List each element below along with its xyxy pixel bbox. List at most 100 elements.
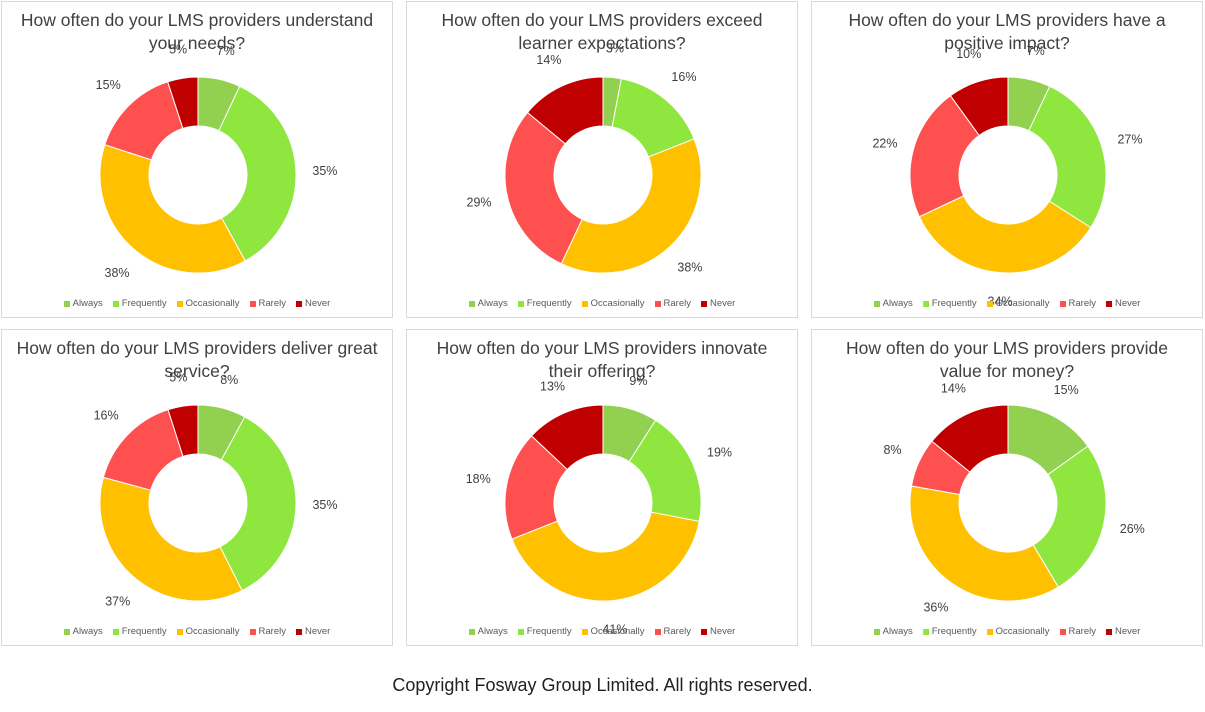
- data-label-occasionally: 38%: [105, 266, 130, 280]
- donut-slice-occasionally: [909, 485, 1060, 602]
- legend-label: Rarely: [1068, 626, 1096, 637]
- donut-slice-rarely: [909, 95, 980, 218]
- legend-label: Occasionally: [995, 298, 1050, 309]
- legend-label: Never: [709, 298, 736, 309]
- legend-item-always: Always: [873, 298, 913, 309]
- legend-item-never: Never: [700, 626, 735, 637]
- legend-swatch-occasionally: [986, 300, 993, 307]
- legend-label: Occasionally: [590, 626, 645, 637]
- legend-label: Always: [72, 298, 103, 309]
- legend-label: Frequently: [121, 626, 167, 637]
- legend-swatch-frequently: [517, 628, 524, 635]
- data-label-occasionally: 37%: [105, 594, 130, 608]
- legend-label: Frequently: [931, 298, 977, 309]
- donut-slice-never: [167, 76, 199, 130]
- legend-swatch-occasionally: [176, 628, 183, 635]
- donut-slice-occasionally: [511, 511, 700, 602]
- legend-item-never: Never: [1105, 626, 1141, 637]
- legend-label: Rarely: [258, 626, 286, 637]
- legend-item-frequently: Frequently: [112, 298, 167, 309]
- data-label-never: 5%: [169, 371, 187, 385]
- legend-label: Rarely: [663, 298, 691, 309]
- data-label-rarely: 18%: [466, 472, 491, 486]
- data-label-never: 13%: [540, 379, 565, 393]
- legend-item-rarely: Rarely: [249, 298, 286, 309]
- chart-legend: Always Frequently Occasionally Rarely Never: [812, 626, 1202, 637]
- legend-item-always: Always: [468, 298, 508, 309]
- legend-swatch-rarely: [1059, 628, 1066, 635]
- legend-item-frequently: Frequently: [112, 626, 167, 637]
- legend-label: Never: [1114, 298, 1141, 309]
- data-label-occasionally: 34%: [988, 295, 1013, 309]
- legend-swatch-rarely: [654, 628, 661, 635]
- legend-swatch-frequently: [112, 300, 119, 307]
- legend-item-never: Never: [295, 626, 331, 637]
- legend-swatch-occasionally: [986, 628, 993, 635]
- legend-swatch-never: [1105, 300, 1112, 307]
- donut-chart: 9% 19% 41% 18% 13%: [466, 374, 732, 636]
- donut-chart: 7% 27% 34% 22% 10%: [872, 44, 1142, 309]
- donut-slice-occasionally: [99, 144, 246, 274]
- legend-item-occasionally: Occasionally: [176, 298, 240, 309]
- chart-title: How often do your LMS providers provide …: [846, 338, 1168, 381]
- chart-legend: Always Frequently Occasionally Rarely Never: [407, 298, 797, 309]
- data-label-always: 3%: [606, 42, 624, 56]
- legend-label: Always: [477, 626, 508, 637]
- legend-item-always: Always: [468, 626, 508, 637]
- legend-item-frequently: Frequently: [922, 298, 977, 309]
- legend-swatch-always: [468, 628, 475, 635]
- data-label-always: 7%: [1027, 44, 1045, 58]
- data-label-always: 15%: [1054, 383, 1079, 397]
- legend-label: Frequently: [121, 298, 167, 309]
- legend-swatch-never: [295, 300, 302, 307]
- legend-swatch-frequently: [922, 300, 929, 307]
- donut-slice-frequently: [1032, 445, 1107, 588]
- legend-label: Always: [477, 298, 508, 309]
- data-label-always: 7%: [217, 44, 235, 58]
- legend-item-never: Never: [1105, 298, 1141, 309]
- legend-swatch-frequently: [517, 300, 524, 307]
- legend-item-frequently: Frequently: [922, 626, 977, 637]
- donut-slice-never: [167, 404, 199, 457]
- data-label-frequently: 16%: [671, 70, 696, 84]
- legend-swatch-occasionally: [176, 300, 183, 307]
- chart-grid: How often do your LMS providers understa…: [1, 1, 1203, 646]
- legend-swatch-frequently: [112, 628, 119, 635]
- legend-label: Always: [72, 626, 103, 637]
- legend-label: Occasionally: [185, 298, 240, 309]
- donut-chart: 3% 16% 38% 29% 14%: [467, 42, 703, 275]
- donut-slice-frequently: [219, 416, 297, 592]
- legend-swatch-always: [873, 628, 880, 635]
- legend-label: Never: [304, 626, 331, 637]
- legend-swatch-always: [468, 300, 475, 307]
- data-label-rarely: 15%: [96, 78, 121, 92]
- legend-item-always: Always: [63, 626, 103, 637]
- legend-swatch-always: [63, 300, 70, 307]
- donut-chart: 7% 35% 38% 15% 5%: [96, 43, 338, 280]
- chart-legend: Always Frequently Occasionally Rarely Never: [2, 298, 392, 309]
- legend-label: Frequently: [931, 626, 977, 637]
- data-label-rarely: 16%: [94, 408, 119, 422]
- data-label-frequently: 27%: [1117, 133, 1142, 147]
- donut-slice-frequently: [1028, 85, 1107, 229]
- legend-label: Occasionally: [995, 626, 1050, 637]
- legend-swatch-occasionally: [581, 628, 588, 635]
- chart-legend: Always Frequently Occasionally Rarely Never: [2, 626, 392, 637]
- legend-swatch-never: [1105, 628, 1112, 635]
- legend-item-always: Always: [63, 298, 103, 309]
- legend-swatch-rarely: [654, 300, 661, 307]
- legend-item-frequently: Frequently: [517, 298, 572, 309]
- legend-item-rarely: Rarely: [249, 626, 286, 637]
- data-label-occasionally: 41%: [602, 622, 627, 636]
- donut-chart: 8% 35% 37% 16% 5%: [94, 371, 338, 609]
- legend-swatch-never: [700, 300, 707, 307]
- legend-item-always: Always: [873, 626, 913, 637]
- data-label-occasionally: 36%: [923, 601, 948, 615]
- donut-slice-never: [530, 404, 604, 471]
- legend-item-occasionally: Occasionally: [176, 626, 240, 637]
- chart-title: How often do your LMS providers innovate…: [436, 338, 768, 381]
- legend-item-never: Never: [700, 298, 736, 309]
- legend-item-rarely: Rarely: [1059, 626, 1096, 637]
- legend-label: Never: [1114, 626, 1141, 637]
- data-label-always: 8%: [220, 373, 238, 387]
